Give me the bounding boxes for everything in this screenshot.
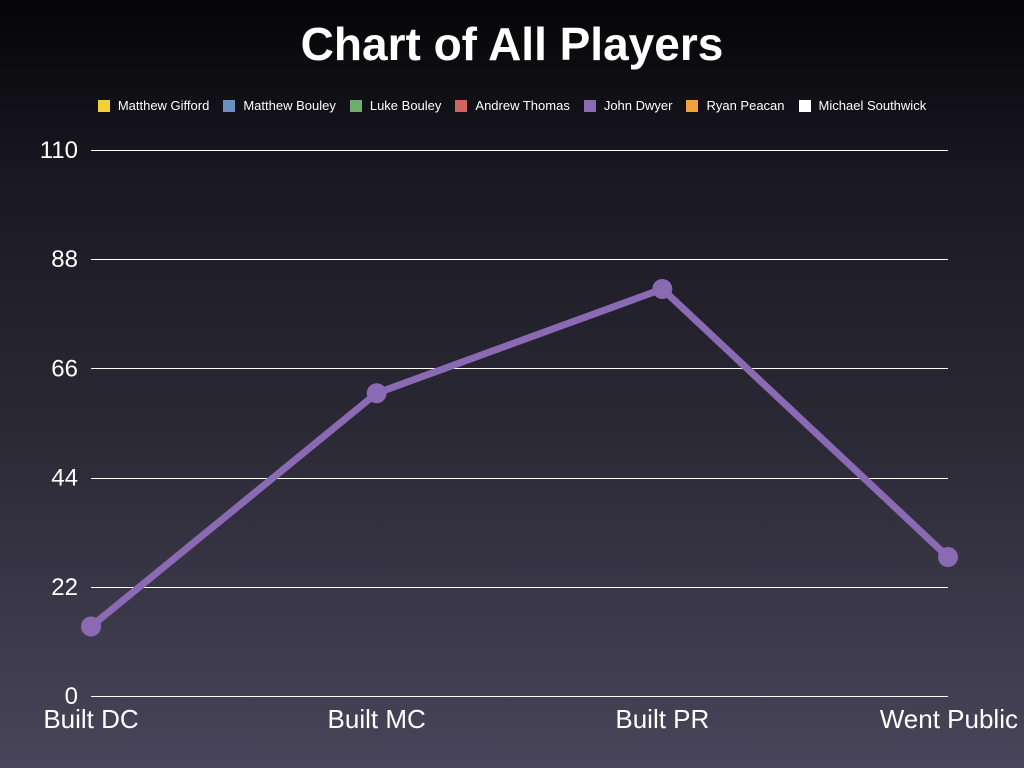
x-tick-label: Built PR — [615, 704, 709, 734]
legend-item: Matthew Bouley — [223, 98, 336, 113]
x-tick-label: Went Public — [880, 704, 1018, 734]
x-tick-label: Built MC — [328, 704, 426, 734]
chart-title: Chart of All Players — [300, 18, 724, 70]
series-line — [87, 285, 952, 631]
legend-item: Michael Southwick — [798, 98, 927, 113]
y-tick-label: 0 — [65, 683, 78, 710]
x-axis-tick-labels: Built DC Built MC Built PR Went Public — [43, 704, 1018, 734]
legend-item: Matthew Gifford — [97, 98, 210, 113]
y-tick-label: 22 — [51, 574, 78, 601]
legend-swatch — [455, 99, 468, 112]
legend-item: John Dwyer — [583, 98, 673, 113]
data-point — [938, 547, 958, 568]
y-tick-label: 44 — [51, 465, 78, 492]
legend-label: Matthew Bouley — [243, 98, 336, 113]
legend-label: Ryan Peacan — [706, 98, 785, 113]
legend-item: Ryan Peacan — [686, 98, 785, 113]
legend-swatch — [686, 99, 699, 112]
legend-swatch — [798, 99, 811, 112]
series-lines — [87, 285, 952, 631]
legend-swatch — [583, 99, 596, 112]
legend-label: John Dwyer — [603, 98, 673, 113]
data-point — [366, 383, 387, 404]
series-points — [81, 278, 958, 637]
legend-item: Luke Bouley — [349, 98, 442, 113]
legend-label: Luke Bouley — [369, 98, 442, 113]
x-tick-label: Built DC — [43, 704, 138, 734]
legend-item: Andrew Thomas — [455, 98, 570, 113]
y-tick-label: 110 — [40, 137, 78, 164]
data-point — [652, 278, 673, 299]
legend-label: Michael Southwick — [818, 98, 927, 113]
legend-swatch — [223, 99, 236, 112]
y-tick-label: 66 — [51, 355, 78, 382]
legend-swatch — [97, 99, 110, 112]
y-axis-tick-labels: 0 22 44 66 88 110 — [40, 137, 78, 710]
chart-legend: Matthew Gifford Matthew Bouley Luke Bouley… — [0, 98, 1024, 113]
legend-swatch — [349, 99, 362, 112]
data-point — [81, 616, 101, 637]
y-tick-label: 88 — [51, 246, 78, 273]
legend-label: Andrew Thomas — [475, 98, 570, 113]
gridlines — [91, 150, 948, 697]
legend-label: Matthew Gifford — [117, 98, 210, 113]
